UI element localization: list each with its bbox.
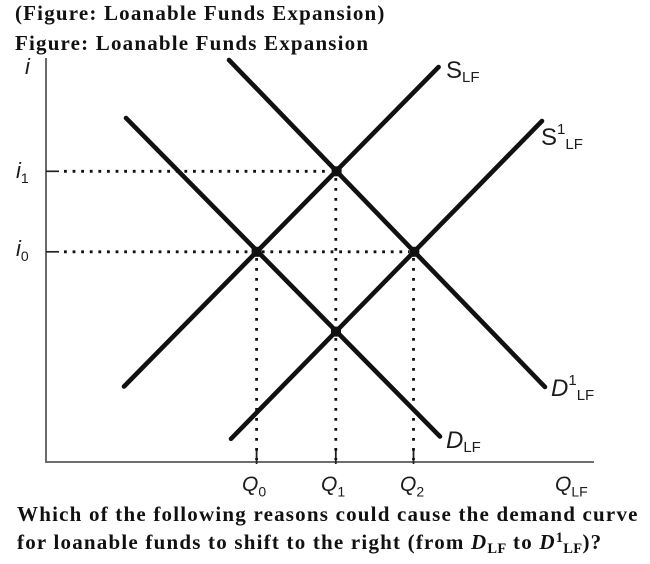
svg-text:Q0: Q0 (242, 473, 266, 500)
svg-text:i1: i1 (16, 158, 29, 186)
svg-text:i: i (25, 54, 31, 79)
svg-text:QLF: QLF (555, 473, 588, 500)
svg-text:Q2: Q2 (400, 473, 424, 500)
svg-text:DLF: DLF (446, 427, 481, 456)
svg-text:SLF: SLF (446, 57, 480, 86)
svg-text:D1LF: D1LF (551, 372, 594, 404)
svg-text:S1LF: S1LF (541, 121, 583, 153)
svg-text:i0: i0 (16, 236, 29, 264)
svg-text:Q1: Q1 (321, 473, 345, 500)
